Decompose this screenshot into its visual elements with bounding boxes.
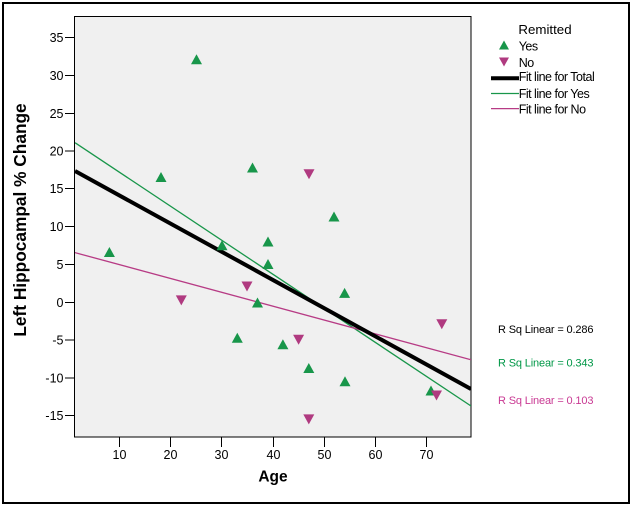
svg-text:35: 35 (50, 31, 64, 45)
svg-text:70: 70 (420, 448, 434, 462)
svg-text:0: 0 (57, 296, 64, 310)
svg-text:Remitted: Remitted (518, 22, 571, 37)
svg-text:Age: Age (258, 469, 288, 486)
svg-text:-15: -15 (45, 409, 63, 423)
svg-text:Fit line for No: Fit line for No (519, 102, 586, 116)
svg-text:Yes: Yes (519, 39, 538, 53)
svg-text:60: 60 (369, 448, 383, 462)
svg-text:-5: -5 (52, 334, 63, 348)
svg-text:Left Hippocampal % Change: Left Hippocampal % Change (10, 103, 30, 337)
svg-text:30: 30 (50, 69, 64, 83)
svg-text:R Sq Linear = 0.343: R Sq Linear = 0.343 (498, 357, 593, 369)
svg-text:10: 10 (113, 448, 127, 462)
svg-text:Fit line for Yes: Fit line for Yes (519, 87, 590, 101)
svg-text:40: 40 (267, 448, 281, 462)
svg-text:10: 10 (50, 220, 64, 234)
svg-text:30: 30 (215, 448, 229, 462)
svg-text:No: No (519, 56, 535, 70)
svg-text:25: 25 (50, 107, 64, 121)
svg-text:20: 20 (50, 145, 64, 159)
svg-text:20: 20 (164, 448, 178, 462)
svg-text:Fit line for Total: Fit line for Total (519, 70, 595, 84)
svg-text:50: 50 (318, 448, 332, 462)
svg-text:5: 5 (57, 258, 64, 272)
svg-text:15: 15 (50, 182, 64, 196)
svg-text:-10: -10 (45, 372, 63, 386)
svg-text:R Sq Linear = 0.103: R Sq Linear = 0.103 (498, 395, 593, 407)
svg-text:R Sq Linear = 0.286: R Sq Linear = 0.286 (498, 324, 593, 336)
